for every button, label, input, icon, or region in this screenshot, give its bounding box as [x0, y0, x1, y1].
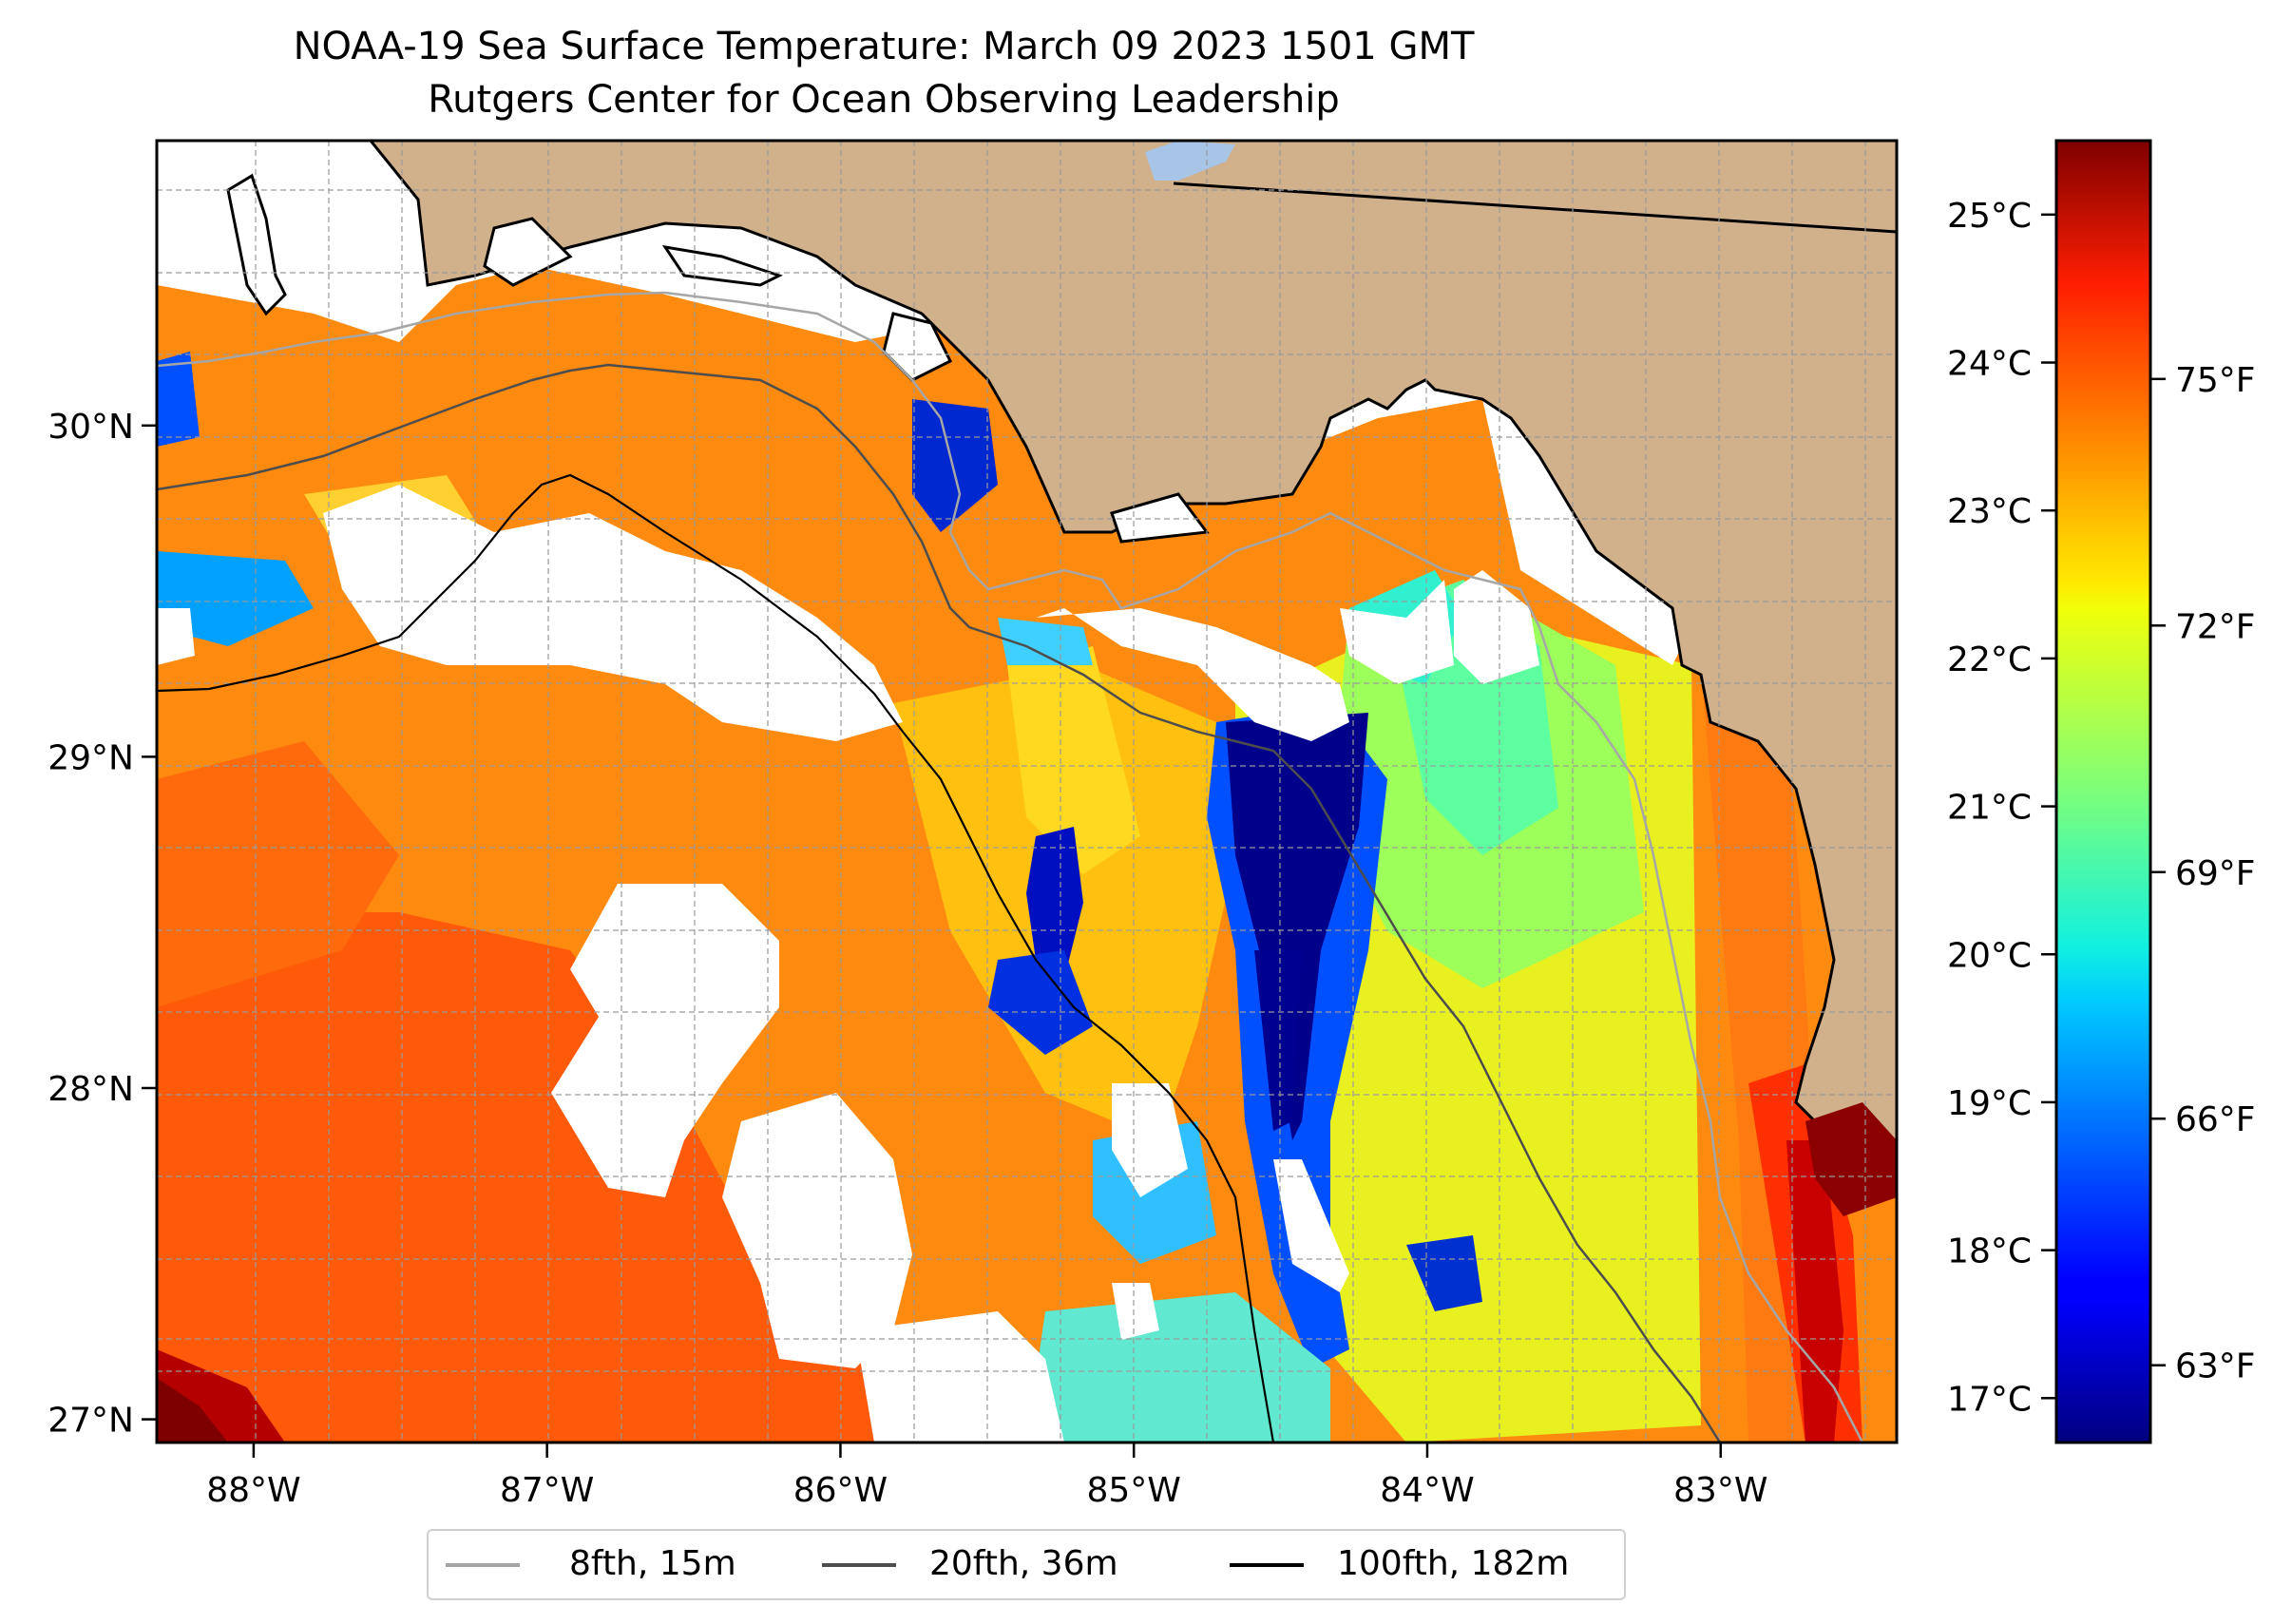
lat-tick-label: 29°N	[48, 738, 134, 777]
colorbar	[2054, 139, 2152, 1444]
celsius-tick-label: 18°C	[1947, 1232, 2032, 1271]
colorbar-celsius-axis: 17°C 18°C 19°C 20°C 21°C 22°C 23°C 24°C 25°C	[1947, 197, 2056, 1419]
fahrenheit-tick-label: 72°F	[2175, 607, 2256, 646]
no-data-cloud-west	[551, 884, 779, 1197]
lon-tick-label: 87°W	[500, 1471, 594, 1510]
lat-tick-label: 27°N	[48, 1402, 134, 1441]
lat-tick-label: 28°N	[48, 1070, 134, 1109]
legend-label: 100fth, 182m	[1337, 1544, 1570, 1583]
celsius-tick-label: 17°C	[1947, 1380, 2032, 1419]
latitude-axis: 27°N 28°N 29°N 30°N	[48, 408, 157, 1441]
sst-cold-plume	[1226, 713, 1368, 1140]
lon-tick-label: 88°W	[206, 1471, 300, 1510]
isobath-legend: 8fth, 15m 20fth, 36m 100fth, 182m	[427, 1529, 1626, 1600]
map-area	[157, 141, 1897, 1442]
lat-tick-label: 30°N	[48, 408, 134, 447]
isobath-8fth	[157, 291, 1864, 1442]
celsius-tick-label: 23°C	[1947, 492, 2032, 531]
lon-tick-label: 86°W	[793, 1471, 888, 1510]
legend-label: 8fth, 15m	[569, 1544, 736, 1583]
isobath-100fth	[157, 473, 1275, 1442]
celsius-tick-label: 21°C	[1947, 789, 2032, 828]
map-title: NOAA-19 Sea Surface Temperature: March 0…	[293, 25, 1475, 68]
celsius-tick-label: 24°C	[1947, 345, 2032, 384]
map-subtitle: Rutgers Center for Ocean Observing Leade…	[428, 78, 1340, 122]
lon-tick-label: 84°W	[1380, 1471, 1474, 1510]
map-frame	[155, 139, 1899, 1444]
legend-swatch	[446, 1563, 520, 1567]
legend-swatch	[822, 1563, 896, 1567]
colorbar-fahrenheit-axis: 63°F 66°F 69°F 72°F 75°F	[2150, 361, 2256, 1386]
legend-swatch	[1230, 1563, 1304, 1567]
land-mass	[157, 141, 1897, 1162]
sst-warm-region	[157, 912, 931, 1442]
celsius-tick-label: 19°C	[1947, 1084, 2032, 1123]
state-boundary	[1173, 182, 1897, 234]
lon-tick-label: 85°W	[1086, 1471, 1180, 1510]
fahrenheit-tick-label: 69°F	[2175, 854, 2256, 893]
lon-tick-label: 83°W	[1673, 1471, 1767, 1510]
isobath-20fth	[157, 363, 1722, 1442]
legend-label: 20fth, 36m	[929, 1544, 1118, 1583]
map-gridlines	[157, 141, 1897, 1442]
celsius-tick-label: 22°C	[1947, 640, 2032, 679]
fahrenheit-tick-label: 66°F	[2175, 1100, 2256, 1139]
fahrenheit-tick-label: 75°F	[2175, 361, 2256, 400]
celsius-tick-label: 20°C	[1947, 936, 2032, 975]
celsius-tick-label: 25°C	[1947, 197, 2032, 236]
fahrenheit-tick-label: 63°F	[2175, 1347, 2256, 1386]
longitude-axis: 88°W 87°W 86°W 85°W 84°W 83°W	[206, 1442, 1767, 1510]
